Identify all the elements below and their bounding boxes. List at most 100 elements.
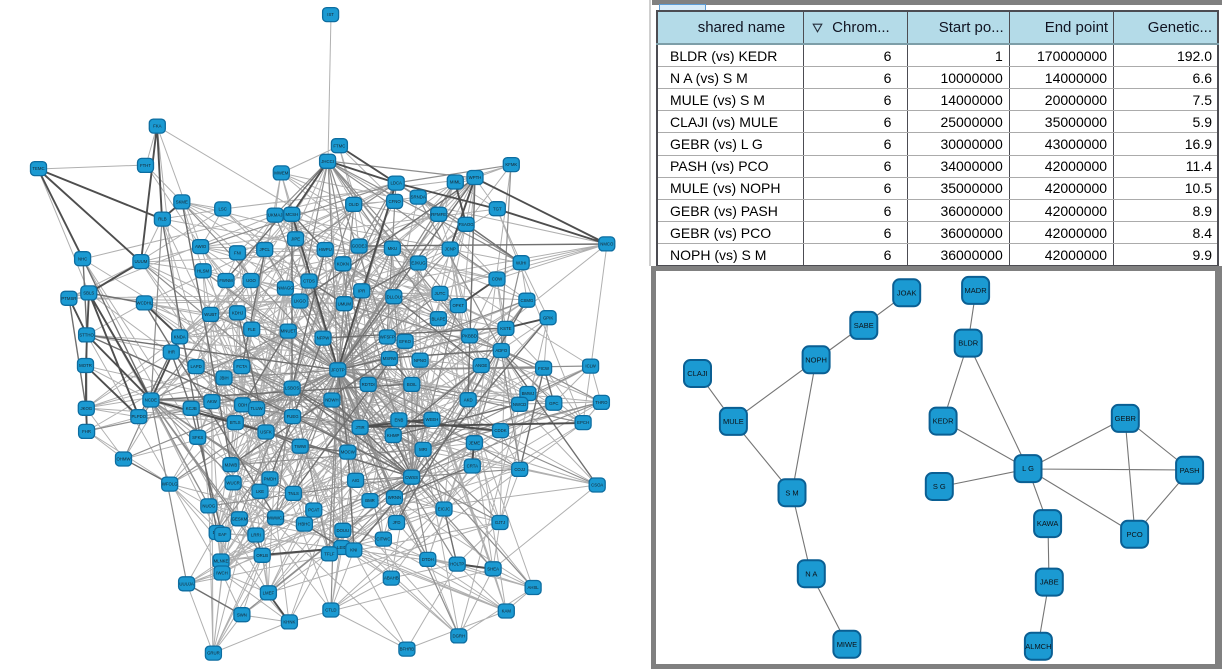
svg-text:OPKT: OPKT	[452, 303, 464, 308]
svg-text:EJKUG: EJKUG	[411, 261, 426, 266]
svg-text:NCDE: NCDE	[145, 398, 157, 403]
svg-text:KHNK: KHNK	[283, 620, 295, 625]
svg-text:KEDR: KEDR	[933, 417, 954, 426]
svg-text:KDHJ: KDHJ	[232, 310, 243, 315]
svg-text:IPR: IPR	[358, 288, 365, 293]
svg-text:ALMCH: ALMCH	[1025, 642, 1051, 651]
svg-text:LKGO: LKGO	[294, 299, 307, 304]
svg-text:DLLOU: DLLOU	[387, 294, 401, 299]
svg-text:JIPE: JIPE	[291, 236, 300, 241]
svg-text:NWCD: NWCD	[513, 402, 526, 407]
svg-text:BLAPE: BLAPE	[431, 316, 445, 321]
svg-text:FCTA: FCTA	[236, 364, 247, 369]
svg-text:JFOTP: JFOTP	[331, 367, 345, 372]
svg-text:RDTDI: RDTDI	[362, 382, 375, 387]
svg-text:SFKS: SFKS	[192, 435, 203, 440]
svg-text:CLAJI: CLAJI	[687, 369, 707, 378]
svg-text:CWSS: CWSS	[405, 475, 418, 480]
svg-text:PCAT: PCAT	[308, 508, 320, 513]
svg-text:FWNM: FWNM	[219, 278, 233, 283]
svg-text:MOTR: MOTR	[79, 363, 92, 368]
svg-text:JFD: JFD	[393, 520, 401, 525]
svg-text:CRTA: CRTA	[467, 464, 478, 469]
svg-text:LRRI: LRRI	[251, 533, 261, 538]
svg-text:EICJC: EICJC	[438, 507, 450, 512]
svg-text:LDCA: LDCA	[390, 181, 402, 186]
svg-text:LSBOS: LSBOS	[285, 386, 299, 391]
svg-text:FHR: FHR	[82, 429, 91, 434]
svg-text:BMWJ: BMWJ	[522, 391, 535, 396]
svg-text:OLID: OLID	[349, 202, 359, 207]
svg-text:NUOG: NUOG	[202, 504, 216, 509]
svg-text:GRUR: GRUR	[207, 651, 220, 656]
svg-text:TFLF: TFLF	[324, 551, 335, 556]
svg-text:TLUW: TLUW	[251, 406, 264, 411]
svg-text:KAM: KAM	[502, 609, 512, 614]
svg-text:SBLS: SBLS	[83, 291, 94, 296]
svg-text:PTMSR: PTMSR	[61, 296, 76, 301]
svg-text:JBIH: JBIH	[219, 376, 228, 381]
svg-text:WUCR: WUCR	[226, 480, 239, 485]
svg-text:HBHC: HBHC	[298, 522, 310, 527]
svg-text:AKW: AKW	[207, 399, 218, 404]
svg-text:CTLD: CTLD	[325, 608, 336, 613]
svg-text:KCJB: KCJB	[186, 406, 197, 411]
svg-text:UUUJA: UUUJA	[179, 581, 193, 586]
svg-text:SWN: SWN	[237, 612, 247, 617]
svg-text:UUUM: UUUM	[134, 259, 147, 264]
svg-text:TGT: TGT	[493, 206, 502, 211]
svg-text:WPTH: WPTH	[469, 175, 482, 180]
svg-text:BLDR: BLDR	[958, 339, 979, 348]
svg-text:WWWCJ: WWWCJ	[267, 515, 284, 520]
svg-text:WJHI: WJHI	[516, 260, 527, 265]
svg-text:WEEH: WEEH	[425, 417, 438, 422]
svg-text:NMCO: NMCO	[600, 242, 614, 247]
svg-text:MNUET: MNUET	[281, 329, 297, 334]
svg-text:S M: S M	[785, 488, 798, 497]
svg-text:KOKN: KOKN	[337, 261, 349, 266]
svg-text:NPNO: NPNO	[414, 358, 427, 363]
svg-text:N A: N A	[805, 569, 817, 578]
svg-text:TWIW: TWIW	[294, 444, 307, 449]
svg-text:KHMP: KHMP	[387, 433, 400, 438]
svg-text:L G: L G	[1022, 464, 1034, 473]
svg-text:MIWE: MIWE	[837, 640, 857, 649]
svg-text:KFMK: KFMK	[505, 162, 517, 167]
svg-text:MRI: MRI	[419, 447, 427, 452]
svg-text:WCDHL: WCDHL	[137, 301, 153, 306]
svg-text:SRNDA: SRNDA	[411, 195, 426, 200]
svg-text:CTDS: CTDS	[303, 279, 315, 284]
svg-text:WFOLG: WFOLG	[162, 482, 178, 487]
svg-text:GPIK: GPIK	[543, 315, 553, 320]
svg-text:FTHT: FTHT	[140, 163, 151, 168]
svg-text:JEME: JEME	[469, 440, 481, 445]
svg-text:MCSH: MCSH	[285, 212, 298, 217]
svg-text:PCO: PCO	[1126, 530, 1142, 539]
svg-text:LSC: LSC	[219, 207, 227, 212]
svg-text:RFMFE: RFMFE	[431, 212, 446, 217]
svg-text:HLSM: HLSM	[197, 268, 209, 273]
svg-text:MOCW: MOCW	[341, 450, 356, 455]
svg-text:GJTJ: GJTJ	[495, 520, 505, 525]
svg-text:THRO: THRO	[595, 400, 608, 405]
svg-text:EAF: EAF	[218, 532, 227, 537]
svg-text:ORLB: ORLB	[256, 553, 268, 558]
svg-text:HOLTP: HOLTP	[450, 562, 464, 567]
svg-text:ADFO: ADFO	[495, 348, 508, 353]
svg-text:JTIR: JTIR	[356, 425, 365, 430]
svg-text:GEBR: GEBR	[1115, 414, 1137, 423]
svg-text:SKME: SKME	[176, 200, 188, 205]
svg-text:OHMW: OHMW	[116, 457, 131, 462]
svg-text:AKD: AKD	[464, 397, 473, 402]
svg-text:AIG: AIG	[352, 478, 360, 483]
svg-text:CFNO: CFNO	[389, 199, 402, 204]
svg-text:FICW: FICW	[538, 366, 550, 371]
svg-text:KSTE: KSTE	[500, 326, 511, 331]
svg-text:DGRH: DGRH	[452, 634, 465, 639]
svg-text:BMR: BMR	[365, 498, 375, 503]
svg-text:LAPD: LAPD	[190, 364, 201, 369]
svg-text:ABAHB: ABAHB	[384, 576, 399, 581]
svg-text:IWCH: IWCH	[216, 571, 227, 576]
svg-text:CSOA: CSOA	[591, 483, 603, 488]
svg-text:TEMC: TEMC	[32, 166, 44, 171]
